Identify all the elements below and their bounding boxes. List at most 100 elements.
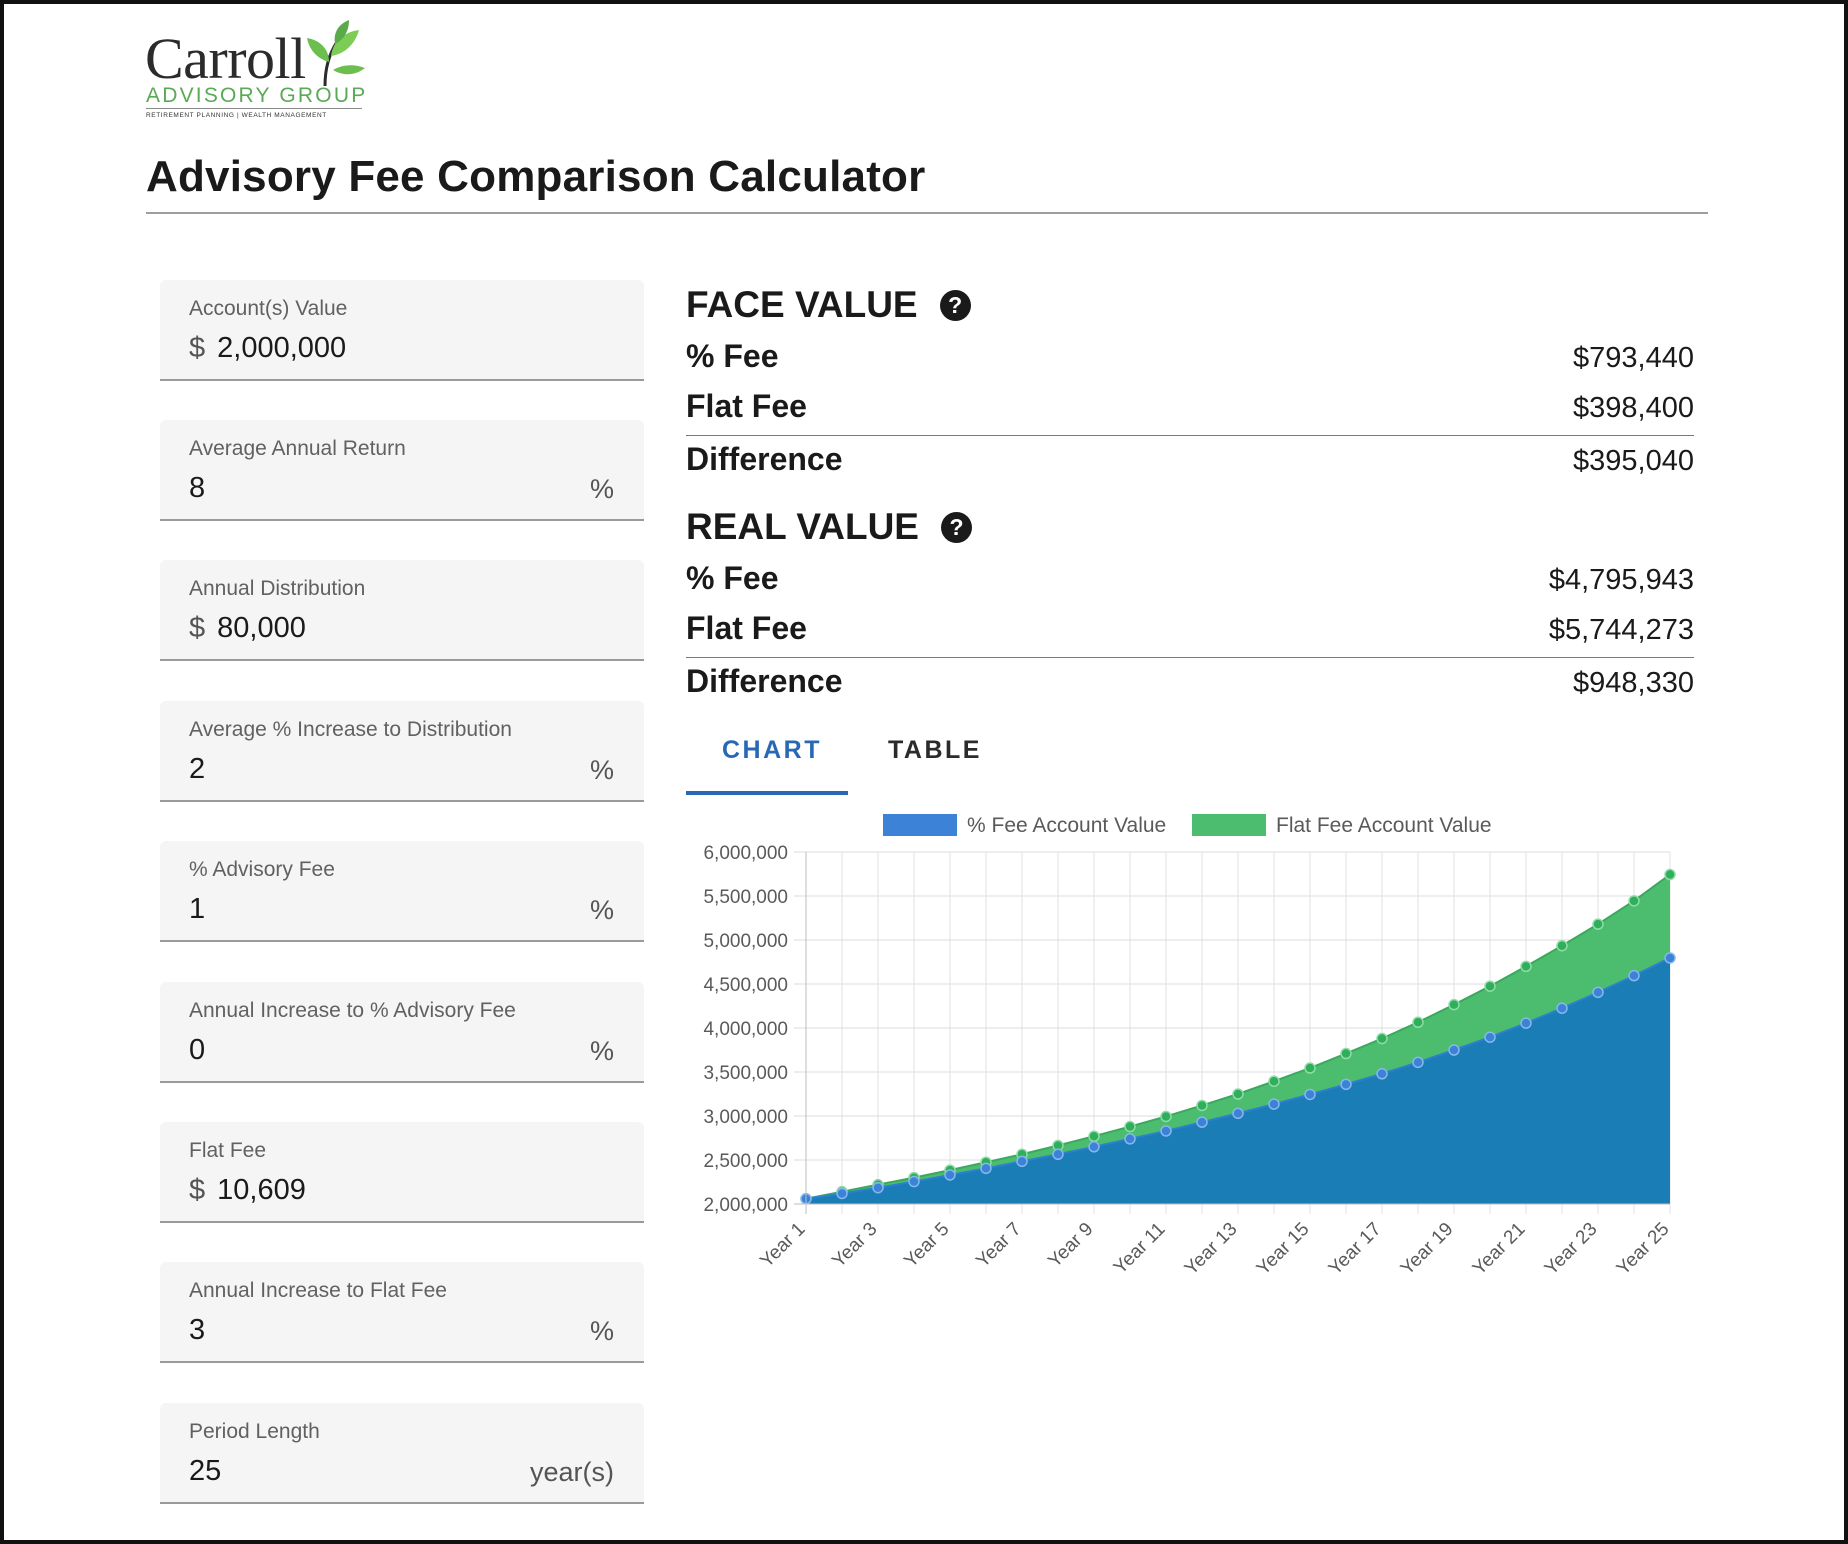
- period-length-field[interactable]: Period Length 25 year(s): [160, 1403, 644, 1504]
- real-value-heading: REAL VALUE ?: [686, 506, 972, 548]
- average-annual-return-input[interactable]: 8: [189, 472, 206, 504]
- flat-fee-point: [1160, 1110, 1172, 1123]
- row-label: % Fee: [686, 338, 779, 374]
- average-annual-return-field[interactable]: Average Annual Return 8 %: [160, 420, 644, 521]
- face-value-flat-fee-row: Flat Fee $398,400: [686, 388, 1694, 425]
- flat-fee-increase-input[interactable]: 3: [189, 1314, 206, 1346]
- flat-fee-point: [1340, 1047, 1352, 1060]
- y-tick-label: 4,500,000: [703, 975, 788, 996]
- pct-fee-point: [1412, 1056, 1424, 1069]
- leaf-icon: [307, 20, 365, 87]
- field-prefix: $: [189, 612, 206, 644]
- real-value-flat-fee-row: Flat Fee $5,744,273: [686, 610, 1694, 647]
- field-label: Average % Increase to Distribution: [189, 718, 512, 741]
- pct-fee-point: [1628, 969, 1640, 982]
- pct-fee-point: [1592, 986, 1604, 999]
- field-suffix: %: [589, 895, 614, 925]
- flat-fee-point: [1520, 960, 1532, 973]
- x-tick-label: Year 15: [1253, 1219, 1314, 1280]
- pct-fee-point: [1160, 1125, 1172, 1137]
- field-label: Average Annual Return: [189, 437, 406, 460]
- logo-wordmark: Carroll: [145, 26, 306, 91]
- tab-table[interactable]: TABLE: [888, 736, 982, 764]
- flat-fee-point: [1196, 1099, 1208, 1112]
- row-value: $395,040: [1573, 445, 1694, 477]
- x-tick-label: Year 1: [756, 1219, 809, 1272]
- row-value: $4,795,943: [1548, 564, 1694, 596]
- flat-fee-point: [1232, 1088, 1244, 1100]
- field-value: 80,000: [217, 612, 306, 644]
- distribution-increase-input[interactable]: 2: [189, 753, 206, 785]
- page-title: Advisory Fee Comparison Calculator: [146, 152, 926, 201]
- face-value-heading: FACE VALUE ?: [686, 284, 971, 326]
- x-tick-label: Year 17: [1325, 1219, 1386, 1280]
- flat-fee-field[interactable]: Flat Fee $10,609: [160, 1122, 644, 1223]
- row-value: $793,440: [1573, 342, 1694, 374]
- field-prefix: $: [189, 332, 206, 364]
- row-label: Flat Fee: [686, 610, 807, 646]
- tab-chart[interactable]: CHART: [722, 736, 822, 764]
- pct-fee-point: [1340, 1078, 1352, 1091]
- period-length-input[interactable]: 25: [189, 1455, 222, 1487]
- annual-distribution-field[interactable]: Annual Distribution $80,000: [160, 560, 644, 661]
- flat-fee-increase-field[interactable]: Annual Increase to Flat Fee 3 %: [160, 1262, 644, 1363]
- real-value-title: REAL VALUE: [686, 506, 919, 547]
- legend-label-flat-fee: Flat Fee Account Value: [1276, 814, 1492, 837]
- pct-fee-point: [1664, 952, 1676, 964]
- row-label: % Fee: [686, 560, 779, 596]
- x-tick-label: Year 25: [1613, 1219, 1674, 1280]
- pct-fee-point: [1448, 1044, 1460, 1056]
- advisory-fee-input[interactable]: 1: [189, 893, 206, 925]
- pct-fee-point: [1484, 1031, 1496, 1043]
- x-tick-label: Year 5: [900, 1219, 953, 1272]
- account-value-field[interactable]: Account(s) Value $2,000,000: [160, 280, 644, 381]
- pct-fee-point: [1376, 1068, 1388, 1080]
- face-value-difference-row: Difference $395,040: [686, 441, 1694, 478]
- row-label: Difference: [686, 663, 843, 699]
- row-label: Difference: [686, 441, 843, 477]
- y-tick-label: 6,000,000: [703, 843, 788, 864]
- flat-fee-point: [1268, 1075, 1280, 1087]
- y-tick-label: 5,000,000: [703, 931, 788, 952]
- row-value: $398,400: [1573, 392, 1694, 424]
- advisory-fee-increase-field[interactable]: Annual Increase to % Advisory Fee 0 %: [160, 982, 644, 1083]
- logo-divider: [146, 108, 362, 109]
- field-label: Flat Fee: [189, 1139, 267, 1162]
- flat-fee-point: [1484, 980, 1496, 992]
- row-label: Flat Fee: [686, 388, 807, 424]
- flat-fee-point: [1376, 1032, 1388, 1045]
- pct-fee-point: [1016, 1155, 1028, 1168]
- advisory-fee-increase-input[interactable]: 0: [189, 1034, 206, 1066]
- flat-fee-point: [1412, 1016, 1424, 1029]
- field-label: % Advisory Fee: [189, 858, 335, 881]
- question-circle-icon[interactable]: ?: [939, 289, 971, 321]
- field-suffix: %: [589, 755, 614, 785]
- x-tick-label: Year 7: [972, 1219, 1025, 1272]
- flat-fee-point: [1448, 998, 1460, 1011]
- row-value: $5,744,273: [1548, 614, 1694, 646]
- face-value-pct-fee-row: % Fee $793,440: [686, 338, 1694, 375]
- pct-fee-point: [1556, 1002, 1568, 1014]
- field-label: Account(s) Value: [189, 297, 348, 320]
- account-value-input[interactable]: $2,000,000: [189, 332, 346, 365]
- flat-fee-point: [1628, 895, 1640, 907]
- flat-fee-point: [1088, 1130, 1100, 1142]
- x-tick-label: Year 9: [1044, 1219, 1097, 1272]
- x-tick-label: Year 13: [1181, 1219, 1242, 1280]
- y-tick-label: 3,000,000: [703, 1107, 788, 1128]
- question-circle-icon[interactable]: ?: [940, 511, 972, 543]
- field-label: Annual Increase to % Advisory Fee: [189, 999, 516, 1022]
- pct-fee-point: [1124, 1133, 1136, 1145]
- pct-fee-point: [872, 1181, 884, 1194]
- annual-distribution-input[interactable]: $80,000: [189, 612, 306, 645]
- distribution-increase-field[interactable]: Average % Increase to Distribution 2 %: [160, 701, 644, 802]
- advisory-fee-field[interactable]: % Advisory Fee 1 %: [160, 841, 644, 942]
- pct-fee-area: [806, 957, 1670, 1204]
- x-tick-label: Year 21: [1469, 1219, 1530, 1280]
- title-divider: [146, 212, 1708, 214]
- legend-swatch-pct-fee: [883, 814, 957, 836]
- pct-fee-point: [980, 1162, 992, 1175]
- flat-fee-input[interactable]: $10,609: [189, 1174, 306, 1207]
- y-tick-label: 5,500,000: [703, 887, 788, 908]
